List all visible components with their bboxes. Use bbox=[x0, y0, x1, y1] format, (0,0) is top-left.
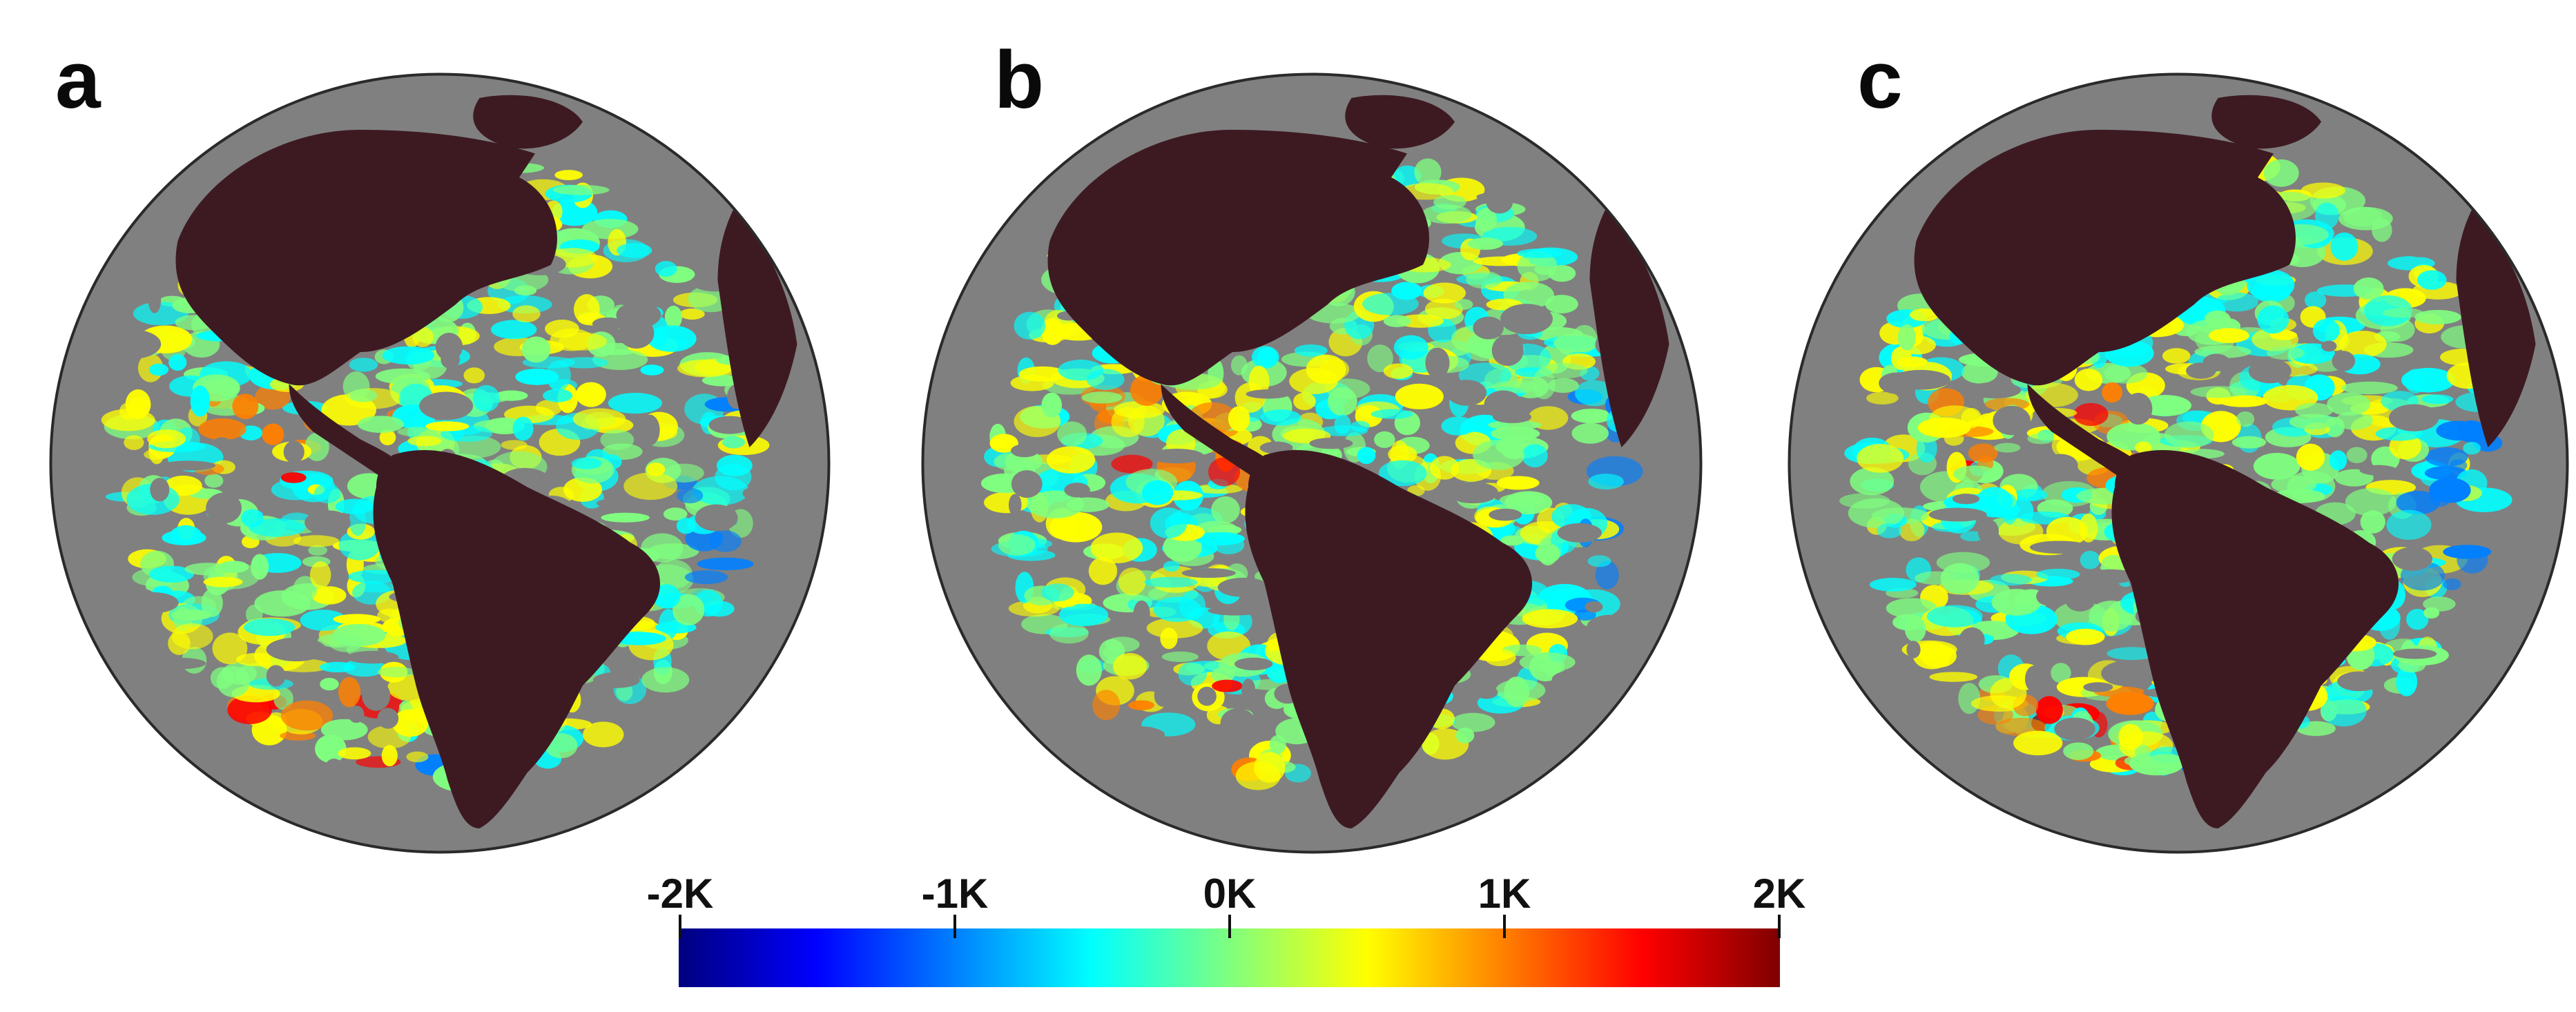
globe-svg-a bbox=[49, 72, 831, 854]
globe-svg-c bbox=[1788, 72, 2569, 854]
colorbar-tick bbox=[1503, 915, 1506, 938]
colorbar-tick bbox=[679, 915, 681, 938]
land-central-america bbox=[2027, 384, 2139, 479]
land-africa bbox=[2456, 209, 2536, 447]
globe-map-a bbox=[43, 66, 837, 860]
globe-rim bbox=[49, 72, 831, 854]
globe-map-c bbox=[1781, 66, 2575, 860]
colorbar-label: 1K bbox=[1478, 870, 1531, 917]
globe-svg-b bbox=[921, 72, 1703, 854]
land-south-america bbox=[1245, 450, 1533, 828]
land-africa bbox=[1589, 209, 1669, 447]
land-south-america bbox=[2111, 450, 2399, 828]
colorbar-label: -1K bbox=[921, 870, 989, 917]
land-north-america bbox=[175, 130, 558, 386]
land-central-america bbox=[1161, 384, 1272, 479]
anomaly-field bbox=[980, 95, 1669, 828]
globe-rim bbox=[1788, 72, 2569, 854]
globe-rim bbox=[921, 72, 1703, 854]
panel-label-a: a bbox=[55, 35, 101, 126]
land-south-america bbox=[373, 450, 661, 828]
land-greenland bbox=[1345, 95, 1455, 149]
land-greenland bbox=[473, 95, 583, 149]
globe-map-b bbox=[915, 66, 1709, 860]
panel-label-c: c bbox=[1857, 35, 1903, 126]
colorbar-label: 2K bbox=[1752, 870, 1806, 917]
panel-label-b: b bbox=[994, 35, 1045, 126]
anomaly-field bbox=[1839, 95, 2536, 828]
colorbar-tick bbox=[953, 915, 956, 938]
land-africa bbox=[717, 209, 797, 447]
colorbar-label: 0K bbox=[1203, 870, 1257, 917]
anomaly-field bbox=[101, 95, 797, 828]
land-north-america bbox=[1914, 130, 2296, 386]
colorbar-tick bbox=[1778, 915, 1781, 938]
colorbar bbox=[679, 928, 1780, 987]
colorbar-label: -2K bbox=[646, 870, 714, 917]
colorbar-tick bbox=[1228, 915, 1231, 938]
land-central-america bbox=[289, 384, 400, 479]
land-north-america bbox=[1047, 130, 1430, 386]
land-greenland bbox=[2211, 95, 2321, 149]
